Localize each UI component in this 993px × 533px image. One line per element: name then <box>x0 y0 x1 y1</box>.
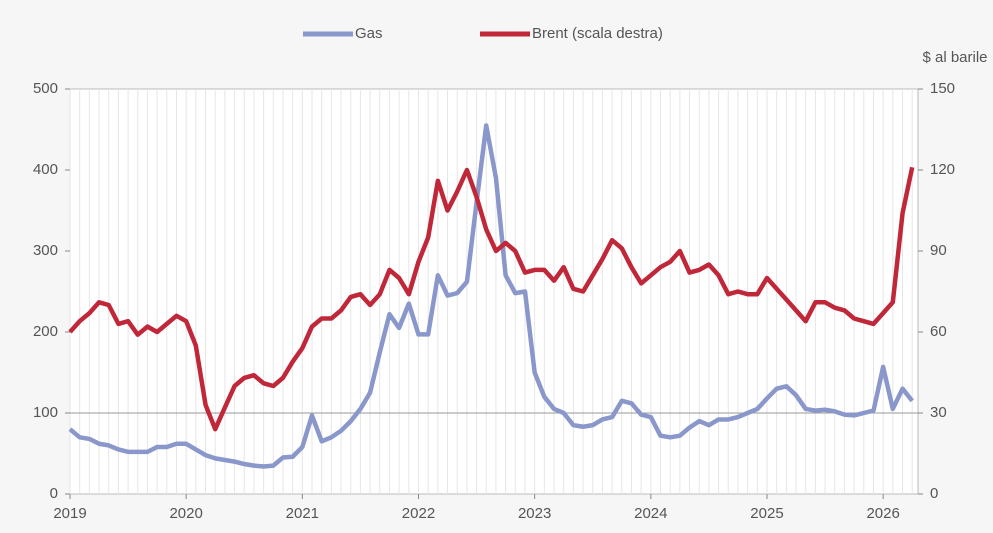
y-tick-label: 200 <box>33 323 58 340</box>
y2-axis-label: $ al barile <box>922 49 987 66</box>
y-tick-label: 500 <box>33 80 58 97</box>
x-tick-label: 2025 <box>750 505 783 522</box>
y2-tick-label: 60 <box>930 323 947 340</box>
y2-tick-label: 0 <box>930 485 938 502</box>
y-tick-label: 0 <box>50 485 58 502</box>
x-tick-label: 2020 <box>169 505 202 522</box>
x-tick-label: 2024 <box>634 505 667 522</box>
y2-tick-label: 30 <box>930 404 947 421</box>
y-tick-label: 300 <box>33 242 58 259</box>
series-line <box>68 166 915 432</box>
y-tick-label: 400 <box>33 161 58 178</box>
series-line <box>68 123 914 469</box>
plot-area <box>69 88 919 495</box>
y-tick-label: 100 <box>33 404 58 421</box>
legend-label: Brent (scala destra) <box>532 25 663 42</box>
x-tick-label: 2021 <box>286 505 319 522</box>
legend-label: Gas <box>355 25 383 42</box>
y2-tick-label: 120 <box>930 161 955 178</box>
y2-tick-label: 90 <box>930 242 947 259</box>
x-tick-label: 2026 <box>866 505 899 522</box>
x-tick-label: 2019 <box>53 505 86 522</box>
y2-tick-label: 150 <box>930 80 955 97</box>
x-tick-label: 2022 <box>402 505 435 522</box>
x-tick-label: 2023 <box>518 505 551 522</box>
